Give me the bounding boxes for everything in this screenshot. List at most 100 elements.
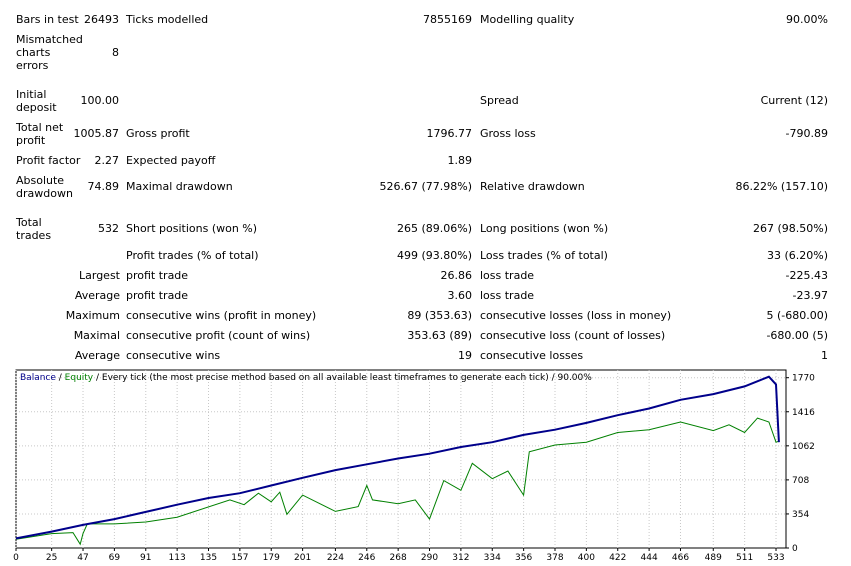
avg-cons-losses-value: 1 xyxy=(821,349,828,362)
y-axis-ticks: 0 354 708 1062 1416 1770 xyxy=(786,374,815,554)
short-positions-label: Short positions (won %) xyxy=(126,222,258,235)
gross-loss-label: Gross loss xyxy=(480,127,536,140)
bars-in-test-label: Bars in test xyxy=(16,13,79,26)
profit-factor-value: 2.27 xyxy=(94,154,120,167)
profit-trades-value: 499 (93.80%) xyxy=(396,249,472,262)
x-tick-label: 224 xyxy=(327,553,344,563)
x-tick-label: 489 xyxy=(705,553,722,563)
total-net-profit-label: Total net profit xyxy=(16,121,64,147)
max-cons-losses-label: consecutive losses (loss in money) xyxy=(480,309,672,322)
long-positions-label: Long positions (won %) xyxy=(480,222,609,235)
legend-equity: Equity xyxy=(64,373,94,383)
largest-label: Largest xyxy=(79,269,120,282)
mismatched-errors-label: Mismatched charts errors xyxy=(16,33,83,72)
average-loss-value: -23.97 xyxy=(792,289,828,302)
absolute-drawdown-label: Absolute drawdown xyxy=(16,174,73,200)
equity-line xyxy=(15,417,780,546)
maximal-drawdown-label: Maximal drawdown xyxy=(126,180,233,193)
x-tick-label: 157 xyxy=(231,553,248,563)
y-tick-label: 1062 xyxy=(792,442,815,452)
maximal-cons-loss-label: consecutive loss (count of losses) xyxy=(480,329,666,342)
balance-equity-chart: 0 25 47 69 91 113 135 157 179 201 224 246 268 290 312 3… xyxy=(13,369,815,563)
maximal-cons-loss-value: -680.00 (5) xyxy=(766,329,828,342)
x-tick-label: 356 xyxy=(515,553,532,563)
chart-caption: Balance / Equity / Every tick (the most … xyxy=(20,373,592,384)
relative-drawdown-value: 86.22% (157.10) xyxy=(735,180,828,193)
profit-factor-label: Profit factor xyxy=(16,154,81,167)
largest-loss-value: -225.43 xyxy=(785,269,828,282)
x-tick-label: 69 xyxy=(109,553,121,563)
legend-balance: Balance xyxy=(20,373,56,383)
profit-trades-label: Profit trades (% of total) xyxy=(126,249,259,262)
x-tick-label: 91 xyxy=(140,553,151,563)
x-tick-label: 290 xyxy=(421,553,438,563)
balance-line xyxy=(15,375,780,540)
max-cons-wins-value: 89 (353.63) xyxy=(407,309,472,322)
maximal-cons-profit-value: 353.63 (89) xyxy=(407,329,472,342)
total-net-profit-value: 1005.87 xyxy=(73,127,120,140)
y-tick-label: 1416 xyxy=(792,408,815,418)
y-tick-label: 708 xyxy=(792,476,809,486)
average-loss-label: loss trade xyxy=(480,289,535,302)
avg-cons-wins-value: 19 xyxy=(458,349,472,362)
x-tick-label: 334 xyxy=(484,553,501,563)
initial-deposit-label: Initial deposit xyxy=(16,88,57,114)
maximal-cons-profit-label: consecutive profit (count of wins) xyxy=(126,329,311,342)
y-tick-label: 0 xyxy=(792,544,798,554)
average-profit-value: 3.60 xyxy=(447,289,473,302)
spread-label: Spread xyxy=(480,94,519,107)
x-axis-ticks: 0 25 47 69 91 113 135 157 179 201 224 246 268 290 312 3… xyxy=(13,548,785,563)
x-tick-label: 113 xyxy=(169,553,186,563)
avg-cons-losses-label: consecutive losses xyxy=(480,349,584,362)
largest-profit-value: 26.86 xyxy=(440,269,473,282)
average-profit-label: profit trade xyxy=(126,289,189,302)
chart-grid xyxy=(15,370,786,548)
mismatched-errors-value: 8 xyxy=(112,46,119,59)
legend-description: / Every tick (the most precise method ba… xyxy=(93,373,592,383)
x-tick-label: 179 xyxy=(263,553,280,563)
legend-sep: / xyxy=(55,373,65,383)
x-tick-label: 466 xyxy=(672,553,689,563)
max-cons-wins-label: consecutive wins (profit in money) xyxy=(126,309,317,322)
ticks-modelled-value: 7855169 xyxy=(423,13,472,26)
maximum-label: Maximum xyxy=(65,309,120,322)
x-tick-label: 25 xyxy=(46,553,57,563)
bars-in-test-value: 26493 xyxy=(84,13,119,26)
total-trades-value: 532 xyxy=(98,222,119,235)
average-cons-label: Average xyxy=(74,349,120,362)
x-tick-label: 378 xyxy=(546,553,563,563)
maximal-label: Maximal xyxy=(73,329,120,342)
gross-profit-value: 1796.77 xyxy=(426,127,473,140)
expected-payoff-label: Expected payoff xyxy=(126,154,216,167)
max-cons-losses-value: 5 (-680.00) xyxy=(766,309,828,322)
expected-payoff-value: 1.89 xyxy=(447,154,473,167)
x-tick-label: 246 xyxy=(358,553,375,563)
largest-profit-label: profit trade xyxy=(126,269,189,282)
gross-profit-label: Gross profit xyxy=(126,127,190,140)
gross-loss-value: -790.89 xyxy=(785,127,828,140)
relative-drawdown-label: Relative drawdown xyxy=(480,180,585,193)
modelling-quality-label: Modelling quality xyxy=(480,13,575,26)
modelling-quality-value: 90.00% xyxy=(786,13,828,26)
x-tick-label: 400 xyxy=(578,553,595,563)
absolute-drawdown-value: 74.89 xyxy=(87,180,120,193)
x-tick-label: 533 xyxy=(767,553,784,563)
loss-trades-value: 33 (6.20%) xyxy=(766,249,828,262)
largest-loss-label: loss trade xyxy=(480,269,535,282)
short-positions-value: 265 (89.06%) xyxy=(396,222,472,235)
x-tick-label: 422 xyxy=(609,553,626,563)
x-tick-label: 268 xyxy=(390,553,407,563)
average-label: Average xyxy=(74,289,120,302)
x-tick-label: 312 xyxy=(452,553,469,563)
total-trades-label: Total trades xyxy=(16,216,52,242)
y-tick-label: 354 xyxy=(792,510,809,520)
x-tick-label: 0 xyxy=(13,553,19,563)
long-positions-value: 267 (98.50%) xyxy=(752,222,828,235)
x-tick-label: 444 xyxy=(641,553,658,563)
x-tick-label: 47 xyxy=(77,553,88,563)
loss-trades-label: Loss trades (% of total) xyxy=(480,249,608,262)
x-tick-label: 135 xyxy=(200,553,217,563)
initial-deposit-value: 100.00 xyxy=(80,94,120,107)
avg-cons-wins-label: consecutive wins xyxy=(126,349,221,362)
y-tick-label: 1770 xyxy=(792,374,815,384)
